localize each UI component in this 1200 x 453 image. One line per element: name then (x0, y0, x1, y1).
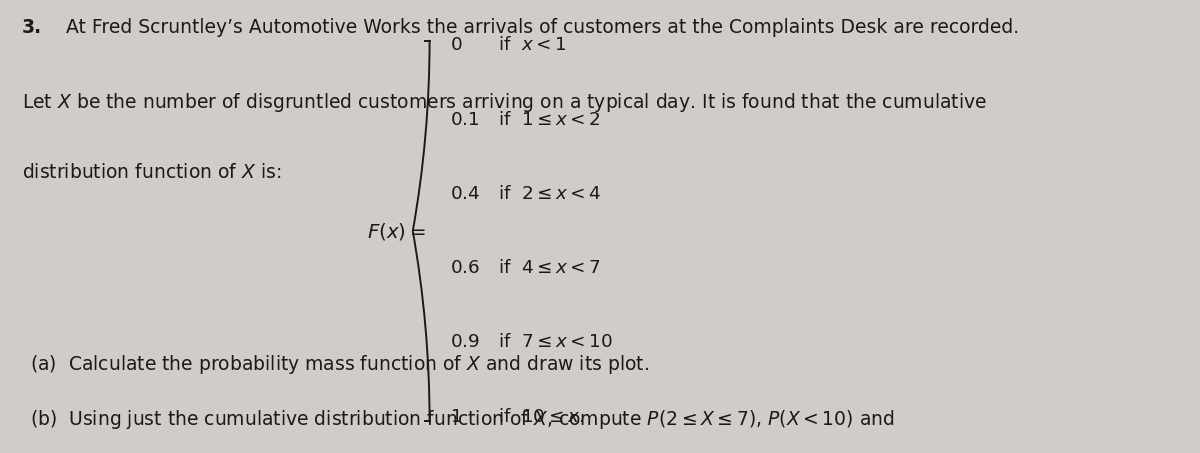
Text: 3.: 3. (22, 18, 42, 37)
Text: if  $x < 1$: if $x < 1$ (498, 36, 566, 54)
Text: $0.1$: $0.1$ (450, 111, 480, 129)
Text: $0.9$: $0.9$ (450, 333, 480, 352)
Text: At Fred Scruntley’s Automotive Works the arrivals of customers at the Complaints: At Fred Scruntley’s Automotive Works the… (60, 18, 1019, 37)
Text: (a)  Calculate the probability mass function of $X$ and draw its plot.: (a) Calculate the probability mass funct… (30, 353, 649, 376)
Text: distribution function of $X$ is:: distribution function of $X$ is: (22, 163, 281, 182)
Text: $0$: $0$ (450, 36, 462, 54)
Text: $F(x) =$: $F(x) =$ (367, 221, 426, 241)
Text: Let $X$ be the number of disgruntled customers arriving on a typical day. It is : Let $X$ be the number of disgruntled cus… (22, 91, 986, 114)
Text: $0.6$: $0.6$ (450, 259, 480, 277)
Text: if  $7 \leq x < 10$: if $7 \leq x < 10$ (498, 333, 613, 352)
Text: if  $1 \leq x < 2$: if $1 \leq x < 2$ (498, 111, 601, 129)
Text: if  $10 \leq x.$: if $10 \leq x.$ (498, 408, 584, 426)
Text: if  $4 \leq x < 7$: if $4 \leq x < 7$ (498, 259, 601, 277)
Text: if  $2 \leq x < 4$: if $2 \leq x < 4$ (498, 185, 601, 203)
Text: $0.4$: $0.4$ (450, 185, 480, 203)
Text: (b)  Using just the cumulative distribution function of $X$, compute $P(2 \leq X: (b) Using just the cumulative distributi… (30, 408, 894, 431)
Text: $1$: $1$ (450, 408, 462, 426)
